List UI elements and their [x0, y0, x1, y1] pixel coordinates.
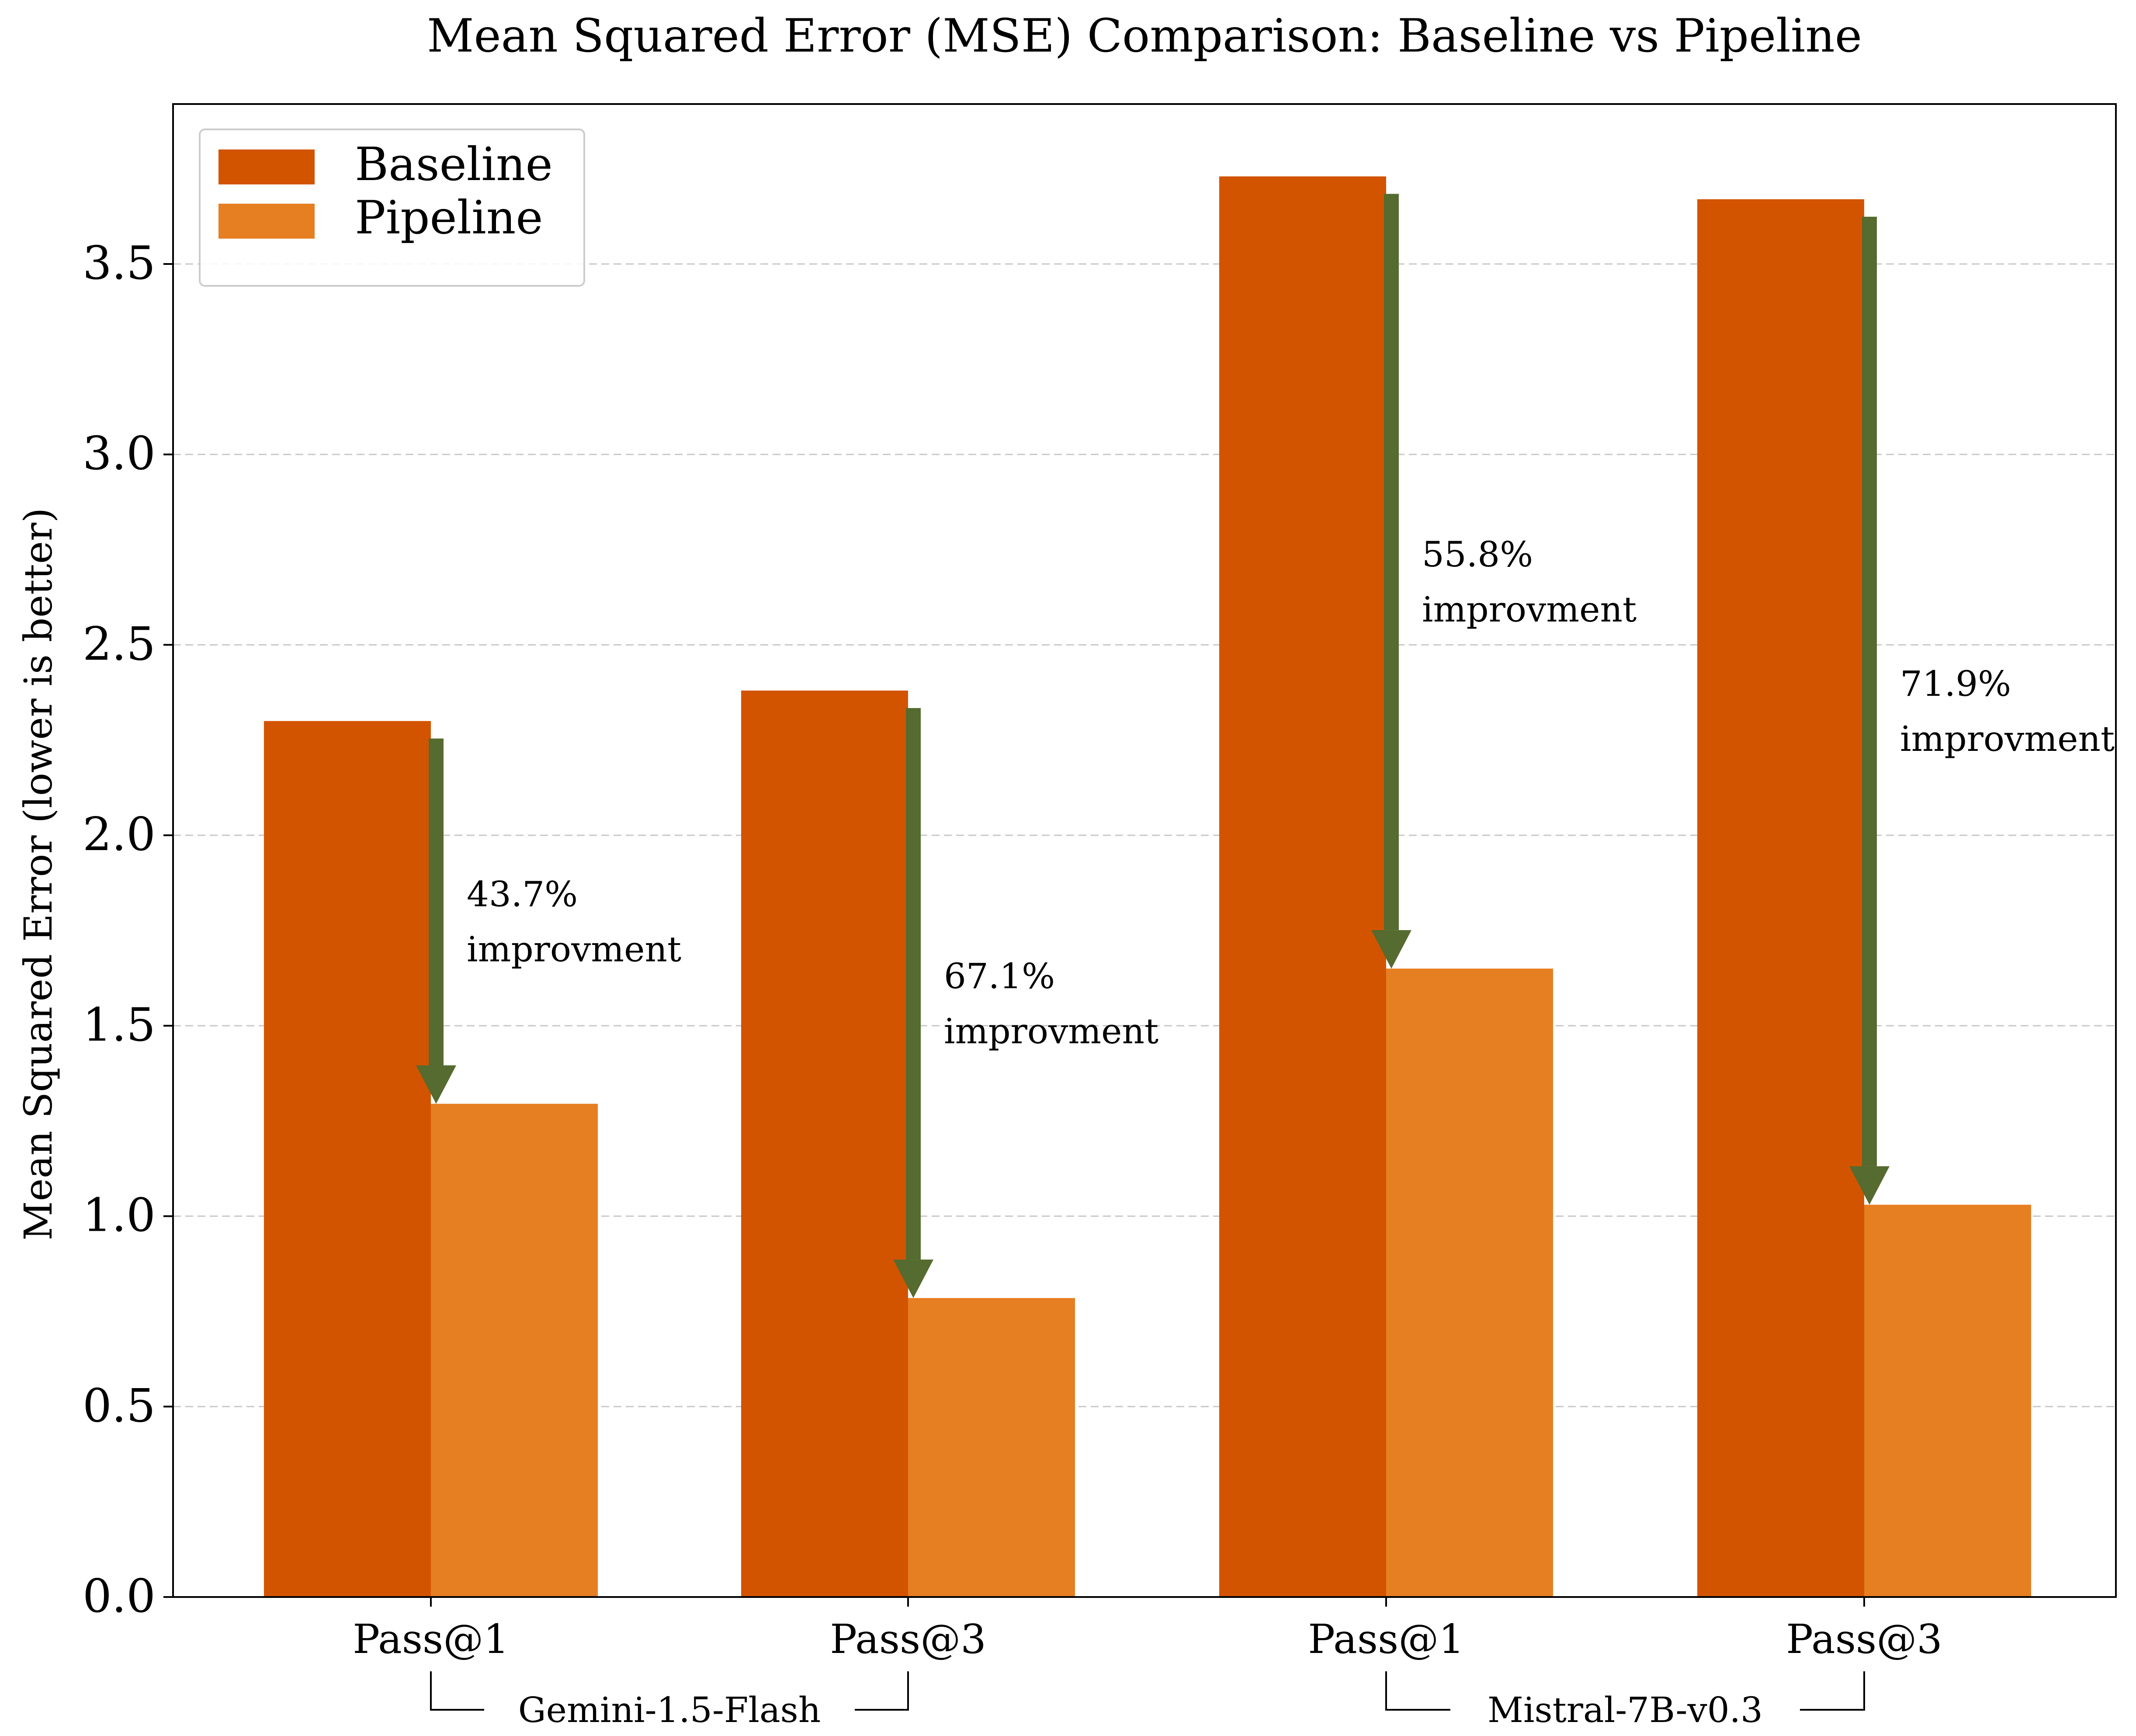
group-bracket-right: [1800, 1671, 1865, 1711]
improvement-label: improvment: [467, 929, 681, 970]
improvement-pct: 55.8%: [1422, 534, 1533, 575]
legend-label-pipeline: Pipeline: [355, 191, 543, 244]
improvement-arrow: [893, 708, 933, 1298]
arrow-shaft: [429, 738, 444, 1066]
improvement-label: improvment: [944, 1011, 1158, 1052]
group-bracket-left: [430, 1671, 484, 1711]
bar-pipeline: [1386, 969, 1553, 1597]
arrow-shaft: [1862, 216, 1877, 1167]
y-tick-label: 1.5: [83, 998, 156, 1052]
legend-label-baseline: Baseline: [355, 138, 553, 191]
arrow-head: [416, 1065, 456, 1104]
improvement-pct: 67.1%: [944, 956, 1055, 996]
y-tick-label: 2.5: [83, 617, 156, 670]
improvement-arrow: [1371, 194, 1411, 969]
group-label: Mistral-7B-v0.3: [1488, 1690, 1763, 1730]
bar-pipeline: [908, 1298, 1075, 1597]
y-tick-label: 2.0: [83, 808, 156, 861]
improvement-arrow: [416, 738, 456, 1104]
improvement-label: improvment: [1900, 719, 2115, 759]
bar-baseline: [741, 691, 908, 1597]
bar-baseline: [1697, 199, 1864, 1597]
y-tick-label: 0.0: [83, 1569, 156, 1623]
group-bracket-left: [1385, 1671, 1450, 1711]
bar-pipeline: [431, 1104, 598, 1597]
improvement-arrow: [1849, 216, 1890, 1205]
arrow-shaft: [1384, 194, 1399, 930]
axis-layer: 0.0 0.5 1.0 1.5 2.0 2.5 3.0 3.5 Pass@1 Pass@3 Pass…: [83, 236, 1942, 1730]
bar-pipeline: [1864, 1205, 2031, 1597]
plot-frame: [172, 103, 2117, 1598]
improvement-pct: 71.9%: [1900, 663, 2011, 704]
group-bracket-right: [855, 1671, 909, 1711]
arrow-shaft: [906, 708, 921, 1260]
x-tick-label: Pass@1: [353, 1616, 509, 1663]
legend-swatch-pipeline: [218, 204, 315, 239]
legend: Baseline Pipeline: [199, 128, 585, 287]
y-tick-label: 1.0: [83, 1189, 156, 1242]
x-tick-label: Pass@3: [1786, 1616, 1942, 1663]
bar-baseline: [1219, 176, 1386, 1597]
legend-swatch-baseline: [218, 149, 315, 184]
bars-layer: [264, 176, 2031, 1597]
bar-baseline: [264, 721, 431, 1597]
arrow-head: [893, 1259, 933, 1298]
x-tick-label: Pass@3: [830, 1616, 986, 1663]
arrows-layer: 43.7% improvment 67.1% improvment 55.8% impro…: [416, 194, 2115, 1298]
y-tick-label: 0.5: [83, 1379, 156, 1432]
y-axis-label: Mean Squared Error (lower is better): [16, 508, 61, 1241]
arrow-head: [1849, 1166, 1890, 1205]
group-bracket: Gemini-1.5-Flash: [430, 1671, 909, 1730]
arrow-head: [1371, 930, 1411, 969]
x-tick-label: Pass@1: [1308, 1616, 1464, 1663]
improvement-pct: 43.7%: [467, 874, 578, 915]
group-label: Gemini-1.5-Flash: [518, 1690, 821, 1730]
chart-title: Mean Squared Error (MSE) Comparison: Bas…: [427, 9, 1862, 62]
y-tick-label: 3.5: [83, 236, 156, 290]
y-tick-label: 3.0: [83, 427, 156, 480]
improvement-label: improvment: [1422, 589, 1637, 630]
group-bracket: Mistral-7B-v0.3: [1385, 1671, 1865, 1730]
